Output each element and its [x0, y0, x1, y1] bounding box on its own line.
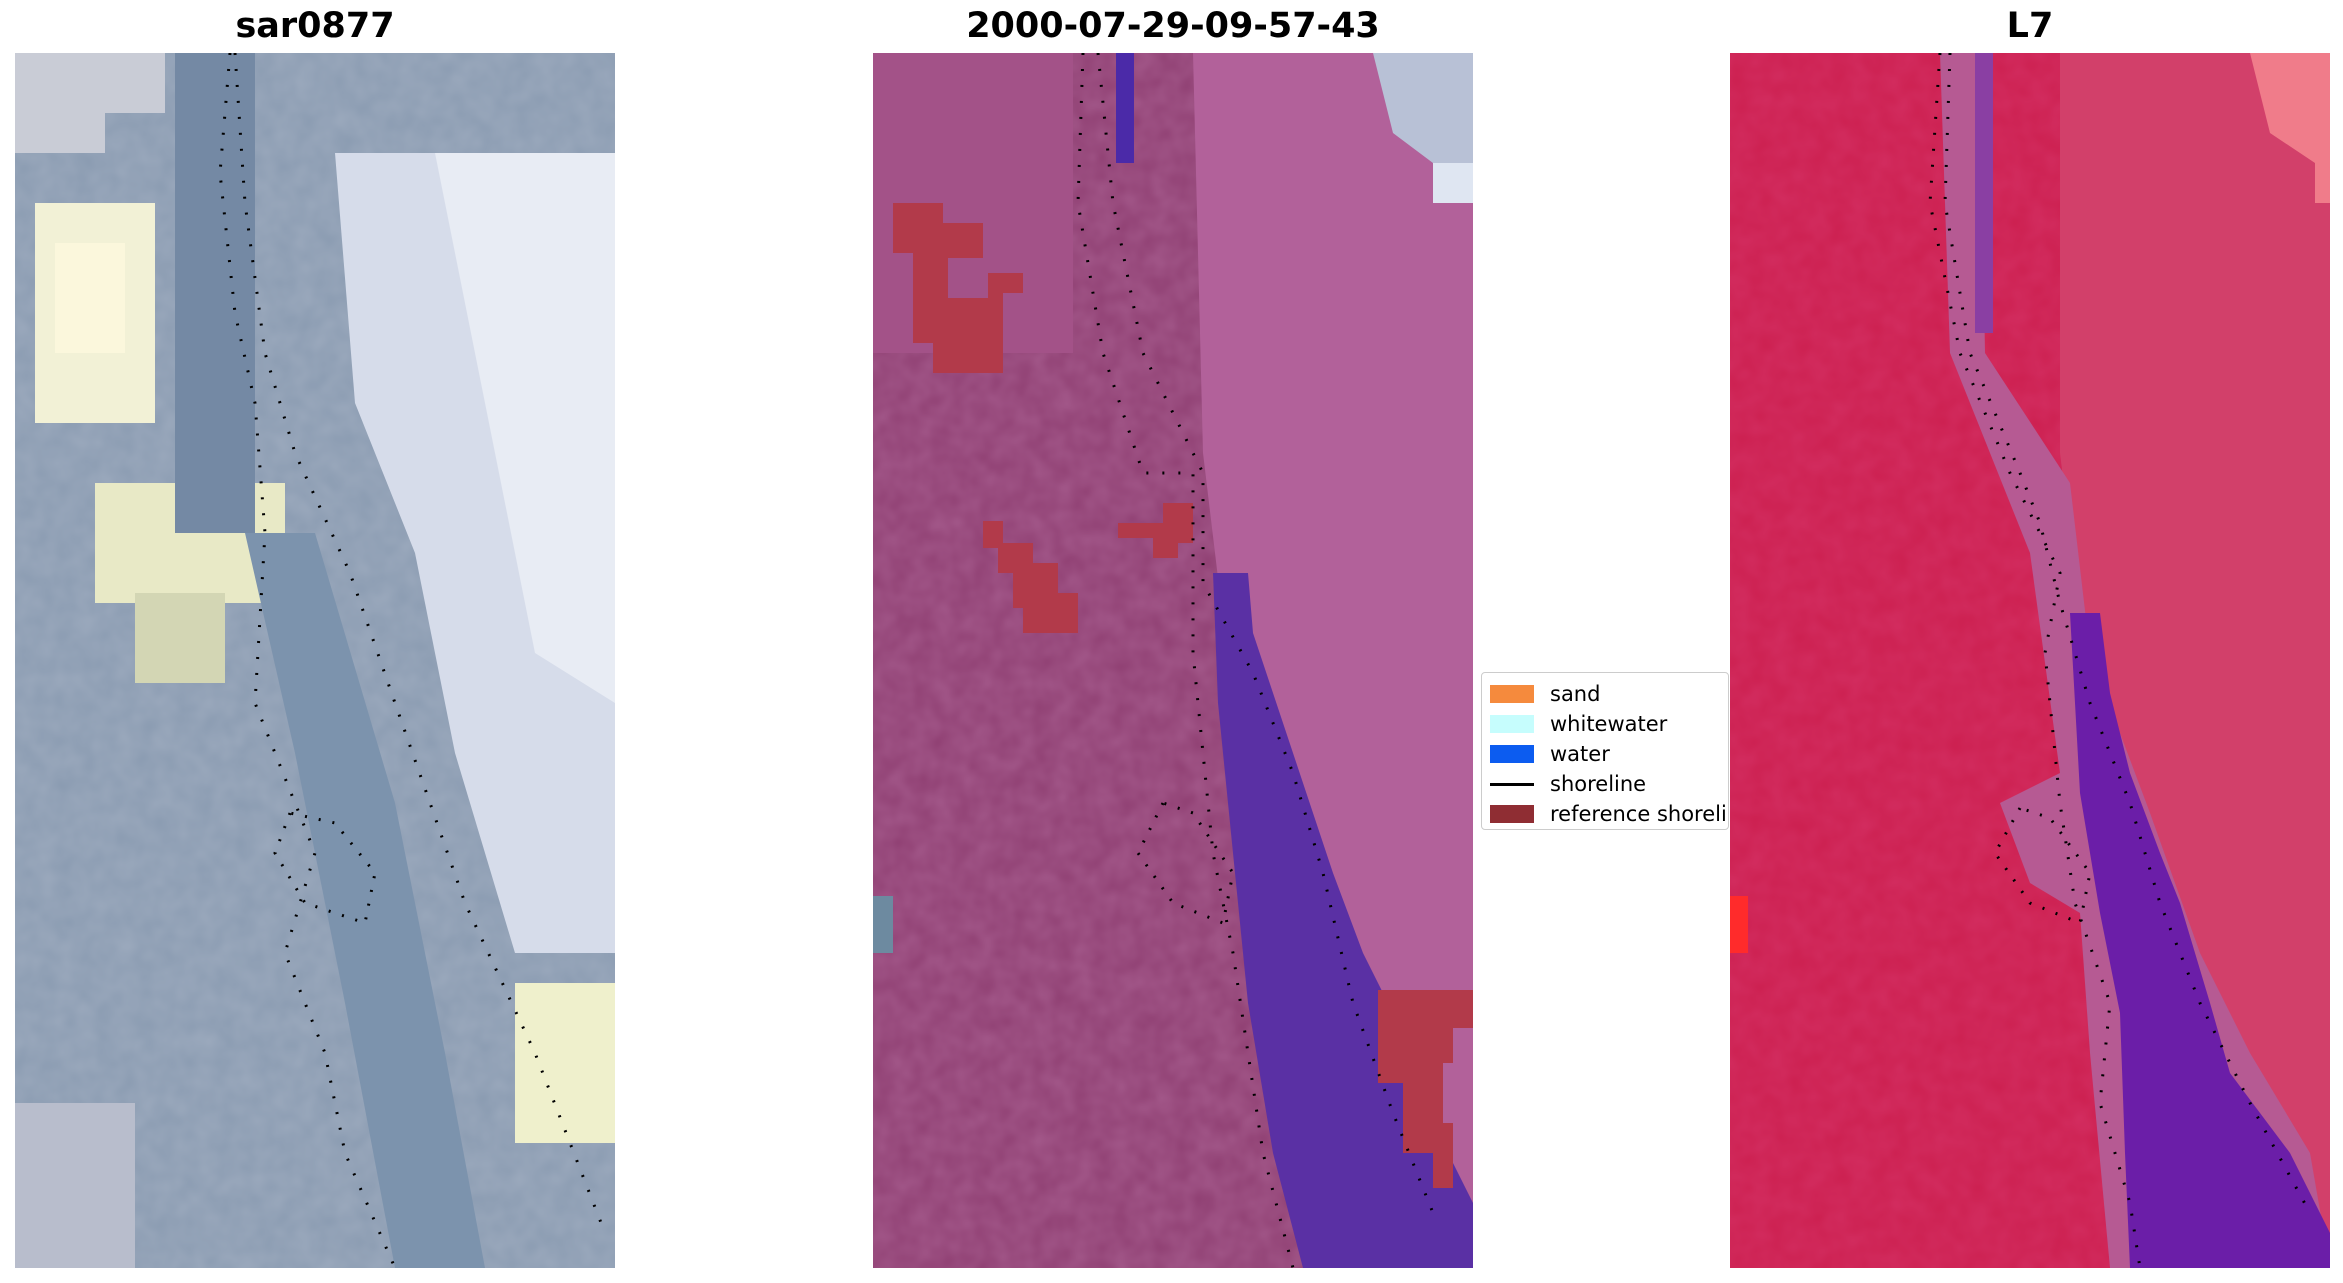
legend-item-sand: sand — [1490, 680, 1600, 708]
legend: sand whitewater water shoreline referenc… — [1481, 672, 1729, 830]
classified-image-panel — [873, 53, 1473, 1268]
reference-shoreline-swatch — [1490, 805, 1534, 823]
shoreline-line-swatch — [1490, 782, 1534, 786]
legend-label-water: water — [1550, 742, 1610, 766]
legend-label-shoreline: shoreline — [1550, 772, 1647, 796]
classified-image — [873, 53, 1473, 1268]
legend-label-sand: sand — [1550, 682, 1601, 706]
panel-title-rgb: sar0877 — [235, 6, 395, 46]
legend-item-shoreline: shoreline — [1490, 770, 1646, 798]
rgb-image — [15, 53, 615, 1268]
false-color-image-panel — [1730, 53, 2330, 1268]
panel-title-false-color: L7 — [2006, 6, 2054, 46]
false-color-image — [1730, 53, 2330, 1268]
legend-label-reference-shoreline: reference shoreline — [1550, 802, 1728, 826]
sand-swatch — [1490, 685, 1534, 703]
legend-item-water: water — [1490, 740, 1610, 768]
whitewater-swatch — [1490, 715, 1534, 733]
panel-title-classified: 2000-07-29-09-57-43 — [966, 6, 1380, 46]
water-swatch — [1490, 745, 1534, 763]
legend-item-reference-shoreline: reference shoreline — [1490, 800, 1728, 828]
legend-item-whitewater: whitewater — [1490, 710, 1667, 738]
legend-label-whitewater: whitewater — [1550, 712, 1668, 736]
rgb-image-panel — [15, 53, 615, 1268]
